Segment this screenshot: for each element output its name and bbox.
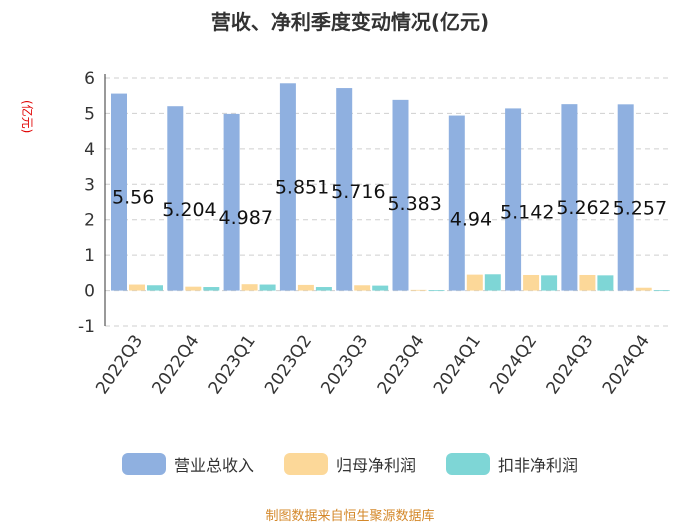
y-tick-label: 6: [84, 69, 95, 89]
data-label: 4.987: [219, 207, 273, 229]
bar-deducted-profit: [203, 287, 220, 291]
x-tick-label: 2023Q2: [261, 331, 316, 398]
data-label: 4.94: [450, 209, 492, 231]
legend-swatch-net-profit: [283, 453, 328, 475]
bar-deducted-profit: [653, 290, 670, 292]
legend-swatch-deducted-profit: [446, 453, 490, 475]
y-tick-label: 3: [84, 175, 95, 195]
y-tick-label: 2: [84, 211, 95, 231]
bar-net-profit: [354, 285, 371, 291]
data-label: 5.257: [613, 197, 667, 219]
data-label: 5.204: [162, 199, 216, 221]
x-tick-label: 2023Q1: [205, 331, 260, 398]
y-tick-label: -1: [78, 317, 95, 337]
x-tick-label: 2024Q4: [599, 331, 654, 398]
legend-item-revenue[interactable]: 营业总收入: [121, 452, 254, 476]
chart-title: 营收、净利季度变动情况(亿元): [210, 10, 490, 34]
legend-item-net-profit[interactable]: 归母净利润: [283, 452, 416, 476]
x-tick-label: 2023Q3: [317, 331, 372, 398]
bar-revenue: [279, 83, 296, 291]
x-tick-label: 2022Q3: [92, 331, 147, 398]
data-label: 5.383: [387, 193, 441, 215]
bar-net-profit: [241, 284, 258, 291]
data-source-footer: 制图数据来自恒生聚源数据库: [265, 509, 435, 524]
bar-revenue: [505, 108, 522, 291]
bar-revenue: [336, 88, 353, 291]
bar-deducted-profit: [147, 285, 163, 291]
legend: 营业总收入 归母净利润 扣非净利润: [0, 452, 700, 476]
bar-revenue: [223, 113, 240, 291]
x-tick-label: 2024Q2: [486, 331, 541, 398]
bar-deducted-profit: [541, 275, 558, 291]
bar-revenue: [167, 106, 184, 291]
x-tick-label: 2022Q4: [148, 331, 203, 398]
bar-revenue: [561, 104, 578, 291]
legend-label-revenue: 营业总收入: [173, 456, 254, 475]
bar-revenue: [392, 99, 409, 291]
bar-net-profit: [579, 274, 596, 291]
y-tick-label: 5: [84, 104, 95, 124]
data-label: 5.851: [275, 176, 329, 198]
bar-revenue: [111, 93, 127, 291]
data-label: 5.716: [331, 181, 385, 203]
legend-label-net-profit: 归母净利润: [335, 456, 416, 475]
bar-net-profit: [185, 286, 202, 291]
bar-net-profit: [466, 274, 483, 291]
bar-deducted-profit: [484, 274, 501, 291]
bar-deducted-profit: [315, 287, 332, 291]
legend-item-deducted-profit[interactable]: 扣非净利润: [446, 452, 578, 476]
y-tick-label: 4: [84, 140, 95, 160]
bar-net-profit: [635, 287, 652, 291]
bar-deducted-profit: [259, 284, 276, 291]
bar-net-profit: [410, 289, 427, 291]
bar-net-profit: [129, 284, 145, 291]
bar-net-profit: [297, 284, 314, 291]
bar-revenue: [617, 104, 634, 291]
data-label: 5.142: [500, 201, 554, 223]
bar-chart: -1 0 1 2 3 4 5 6 5.56 2022Q3 5.204 2022Q4 4.987 2023Q…: [78, 69, 670, 398]
x-tick-label: 2024Q3: [543, 331, 598, 398]
bar-net-profit: [523, 274, 540, 291]
bar-deducted-profit: [597, 275, 614, 291]
data-label: 5.56: [112, 187, 154, 209]
legend-label-deducted-profit: 扣非净利润: [498, 456, 579, 475]
y-tick-label: 1: [84, 246, 95, 266]
legend-swatch-revenue: [121, 453, 166, 475]
bar-deducted-profit: [372, 285, 389, 291]
y-tick-label: 0: [84, 282, 95, 302]
bar-revenue: [448, 115, 465, 291]
x-tick-label: 2024Q1: [430, 331, 485, 398]
bar-deducted-profit: [428, 290, 445, 292]
x-tick-label: 2023Q4: [374, 331, 429, 398]
data-label: 5.262: [556, 197, 610, 219]
